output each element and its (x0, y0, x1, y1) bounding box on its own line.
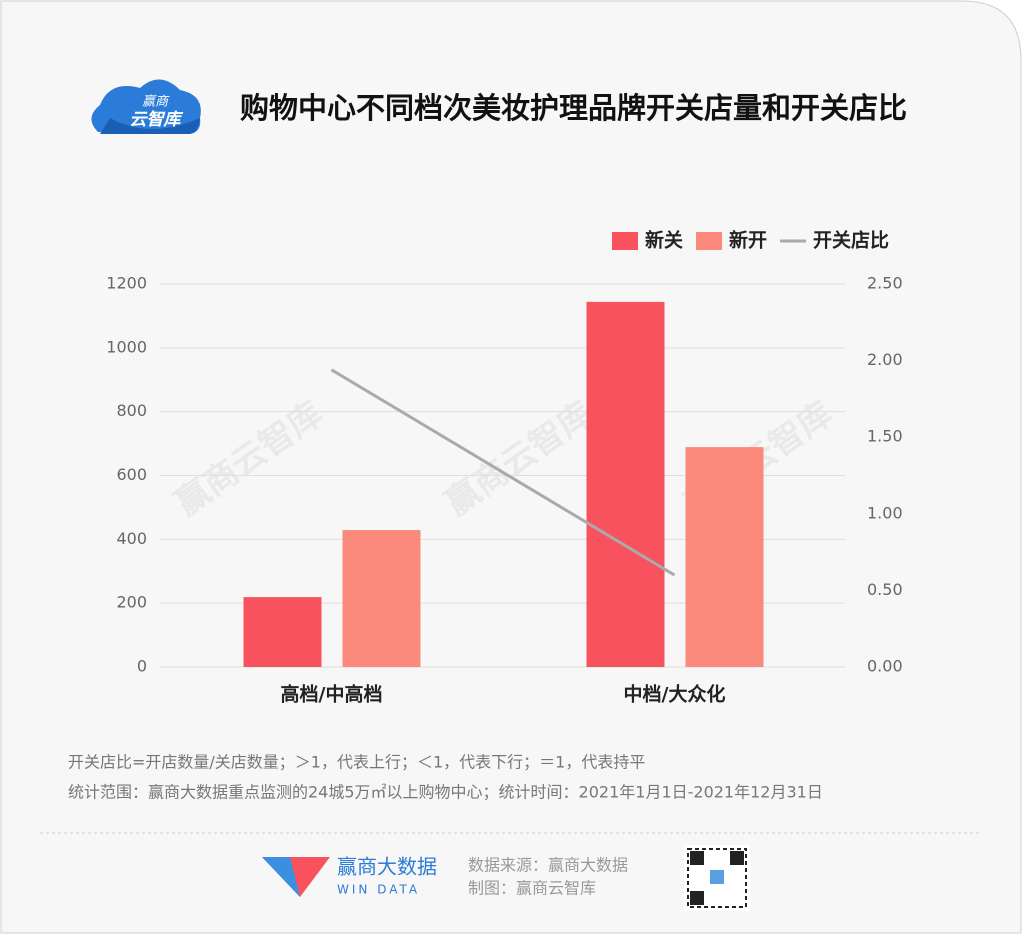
y2-tick-label: 2.50 (867, 274, 903, 293)
note: 统计范围：赢商大数据重点监测的24城5万㎡以上购物中心；统计时间：2021年1月… (68, 783, 823, 802)
y-tick-label: 400 (116, 529, 147, 548)
logo-bottom: 云智库 (130, 110, 184, 130)
legend-label: 新开 (729, 229, 767, 252)
footer-logo (262, 857, 330, 897)
footer-maker: 制图：赢商云智库 (468, 879, 596, 898)
y-tick-label: 200 (116, 593, 147, 612)
y2-tick-label: 1.00 (867, 503, 903, 522)
footer-source: 数据来源：赢商大数据 (468, 856, 628, 875)
y-tick-label: 0 (137, 657, 147, 676)
y2-tick-label: 0.00 (867, 657, 903, 676)
footer-brand-en: WIN DATA (337, 883, 420, 897)
legend-swatch (696, 232, 722, 250)
logo-top: 赢商 (142, 94, 170, 110)
line (330, 368, 676, 577)
x-tick-label: 高档/中高档 (281, 683, 383, 706)
qr-code (684, 845, 750, 911)
bar (586, 301, 665, 667)
y2-tick-label: 2.00 (867, 350, 903, 369)
note: 开关店比=开店数量/关店数量；＞1，代表上行；＜1，代表下行；＝1，代表持平 (68, 753, 645, 772)
y-tick-label: 1200 (106, 274, 147, 293)
y-tick-label: 800 (116, 401, 147, 420)
bar (685, 447, 764, 667)
legend-label: 开关店比 (813, 229, 889, 252)
legend-label: 新关 (645, 229, 683, 252)
footer-brand: 赢商大数据 (337, 855, 437, 879)
logo: 赢商 云智库 (91, 79, 201, 134)
y-tick-label: 1000 (106, 337, 147, 356)
bar (342, 530, 421, 667)
bar (243, 597, 322, 667)
chart-title: 购物中心不同档次美妆护理品牌开关店量和开关店比 (240, 91, 907, 125)
legend-swatch (612, 232, 638, 250)
y2-tick-label: 1.50 (867, 427, 903, 446)
y2-tick-label: 0.50 (867, 580, 903, 599)
x-tick-label: 中档/大众化 (624, 683, 726, 706)
y-tick-label: 600 (116, 465, 147, 484)
